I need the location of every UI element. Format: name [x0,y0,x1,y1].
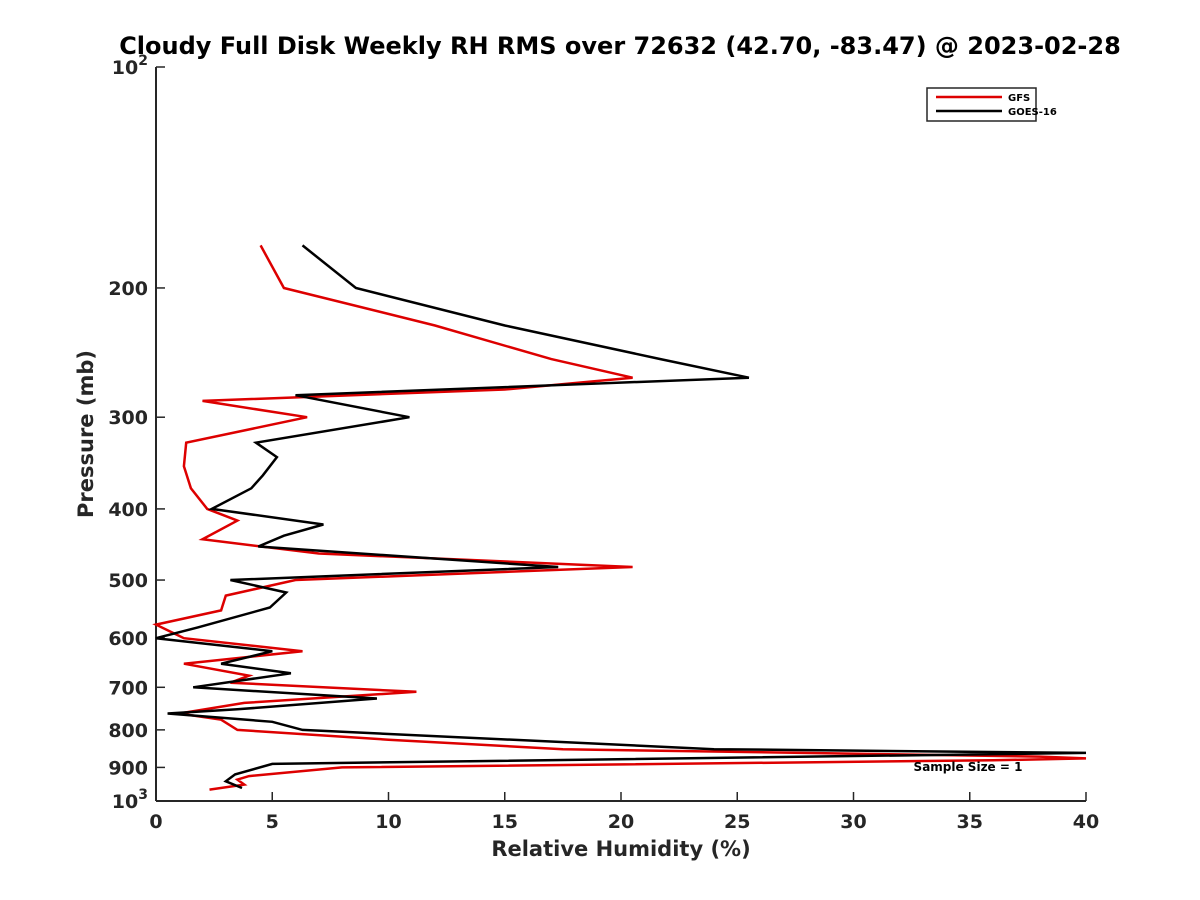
x-tick-label: 35 [957,811,983,833]
legend-label-gfs: GFS [1008,93,1030,104]
x-tick-label: 40 [1073,811,1099,833]
x-tick-label: 20 [608,811,634,833]
y-tick-label: 700 [108,677,148,699]
x-tick-label: 10 [375,811,401,833]
y-tick-label: 103 [112,787,148,813]
y-tick-label: 102 [112,53,148,79]
y-tick-label: 600 [108,628,148,650]
x-tick-label: 5 [266,811,279,833]
y-tick-label: 200 [108,278,148,300]
y-tick-label: 800 [108,720,148,742]
x-tick-label: 30 [840,811,866,833]
legend: GFS GOES-16 [926,87,1057,122]
y-tick-label: 300 [108,407,148,429]
x-tick-label: 25 [724,811,750,833]
y-axis-label: Pressure (mb) [74,350,98,518]
series-lines [152,244,1087,791]
x-tick-label: 0 [149,811,162,833]
x-ticks: 0 5 10 15 20 25 30 35 40 [149,792,1099,833]
series-line-goes16 [155,244,1087,790]
legend-box [926,87,1037,122]
legend-label-goes16: GOES-16 [1008,107,1057,118]
chart-title: Cloudy Full Disk Weekly RH RMS over 7263… [119,32,1121,60]
series-line-gfs [152,244,1087,791]
x-axis-label: Relative Humidity (%) [491,837,750,861]
y-tick-label: 500 [108,570,148,592]
x-tick-label: 15 [492,811,518,833]
y-tick-label: 400 [108,499,148,521]
y-tick-label: 900 [108,757,148,779]
sample-size-annotation: Sample Size = 1 [914,760,1023,774]
y-ticks: 102 200 300 400 500 600 700 800 900 103 [108,53,165,813]
